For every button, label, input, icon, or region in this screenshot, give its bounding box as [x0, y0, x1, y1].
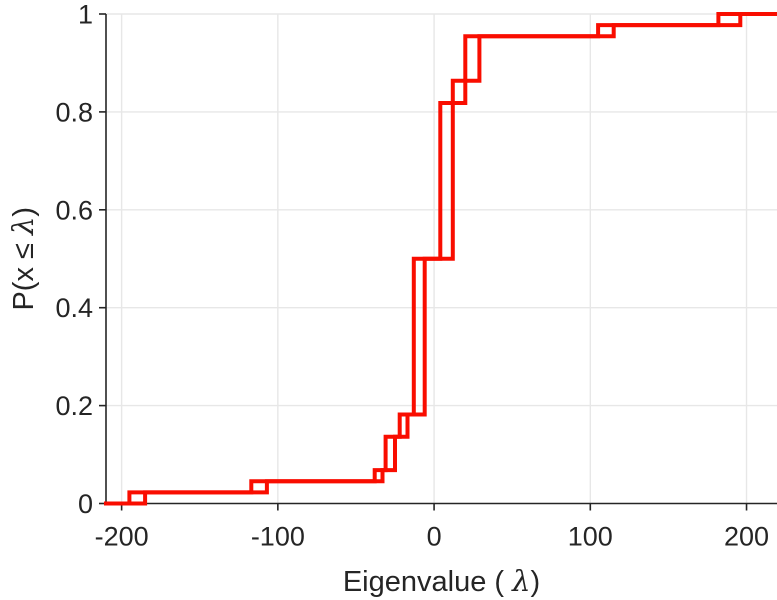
ecdf-curve-2	[104, 12, 777, 506]
y-axis-label: P(x ≤ λ)	[6, 207, 40, 311]
y-tick-label: 0.2	[55, 391, 93, 421]
x-tick-label: -200	[95, 522, 149, 552]
y-tick-label: 1	[78, 0, 93, 30]
x-tick-label: 0	[427, 522, 442, 552]
y-tick-label: 0.4	[55, 293, 93, 323]
y-tick-label: 0	[78, 489, 93, 519]
x-axis-label: Eigenvalue ( λ)	[343, 564, 540, 598]
x-tick-label: 200	[724, 522, 769, 552]
y-tick-label: 0.8	[55, 97, 93, 127]
x-tick-label: 100	[568, 522, 613, 552]
y-tick-label: 0.6	[55, 195, 93, 225]
x-tick-label: -100	[251, 522, 305, 552]
